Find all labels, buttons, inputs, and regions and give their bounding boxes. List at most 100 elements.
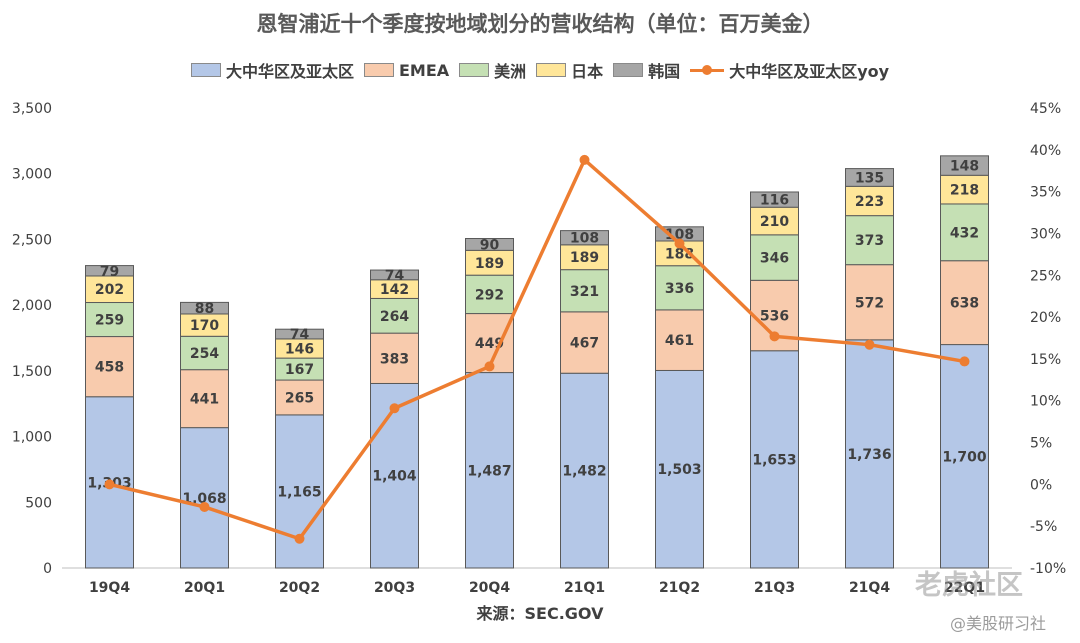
bar-data-label: 638 — [950, 296, 979, 312]
bar-segment — [940, 155, 989, 176]
legend-label: 大中华区及亚太区yoy — [729, 62, 890, 81]
y-right-tick-label: -10% — [1030, 561, 1066, 577]
bar-segment — [560, 244, 609, 271]
bar-data-label: 116 — [760, 193, 789, 209]
bar-segment — [750, 234, 799, 281]
y-right-tick-label: 15% — [1030, 352, 1061, 368]
bar-segment — [750, 350, 799, 569]
y-left-tick-label: 2,500 — [12, 232, 52, 248]
y-right-tick-label: 10% — [1030, 394, 1061, 410]
watermark-logo-text: 老虎社区 — [915, 570, 1023, 601]
legend-label: 美洲 — [494, 62, 527, 81]
bar-data-label: 441 — [190, 392, 219, 408]
bar-data-label: 461 — [665, 333, 694, 349]
bar-segment — [845, 339, 894, 569]
yoy-point — [484, 361, 495, 372]
y-right-tick-label: 45% — [1030, 101, 1061, 117]
bar-data-label: 135 — [855, 170, 884, 186]
x-tick-label: 20Q4 — [469, 580, 510, 596]
bar-data-label: 373 — [855, 233, 884, 249]
bar-data-label: 223 — [855, 194, 884, 210]
bar-data-label: 265 — [285, 390, 314, 406]
bar-data-label: 1,487 — [467, 463, 511, 479]
bar-data-label: 167 — [285, 362, 314, 378]
legend-item-emea: EMEA — [363, 60, 450, 80]
bar-data-label: 218 — [950, 183, 979, 199]
bar-segment — [370, 297, 419, 334]
bar-segment — [845, 215, 894, 266]
yoy-point — [959, 356, 970, 367]
bar-segment — [85, 336, 134, 398]
bar-segment — [940, 344, 989, 569]
watermark-handle: @美股研习社 — [950, 614, 1047, 633]
bar-segment — [85, 302, 134, 338]
legend-item-americas: 美洲 — [459, 58, 526, 82]
bar-data-label: 79 — [100, 264, 119, 280]
x-tick-label: 21Q3 — [754, 580, 795, 596]
bar-data-label: 572 — [855, 295, 884, 311]
y-right-tick-label: -5% — [1030, 519, 1057, 535]
bar-segment — [560, 269, 609, 313]
bar-data-label: 1,700 — [942, 449, 987, 465]
x-tick-label: 20Q2 — [279, 580, 320, 596]
bar-data-label: 74 — [290, 327, 310, 343]
bar-data-label: 88 — [195, 301, 214, 317]
y-left-tick-label: 3,000 — [12, 167, 52, 183]
bar-segment — [465, 274, 514, 315]
x-tick-label: 20Q1 — [184, 580, 225, 596]
bar-segment — [655, 309, 704, 371]
y-right-tick-label: 30% — [1030, 226, 1061, 242]
bar-data-label: 259 — [95, 313, 124, 329]
legend-line-marker — [690, 63, 725, 77]
bar-segment — [655, 265, 704, 311]
legend-label: 大中华区及亚太区 — [225, 62, 354, 81]
bar-segment — [370, 382, 419, 569]
bar-segment — [940, 203, 989, 262]
y-right-tick-label: 40% — [1030, 143, 1061, 159]
chart-title: 恩智浦近十个季度按地域划分的营收结构（单位：百万美金） — [256, 12, 824, 36]
legend-label: 日本 — [571, 62, 604, 81]
bar-segment — [465, 238, 514, 251]
bar-segment — [180, 427, 229, 569]
bar-data-label: 254 — [190, 346, 219, 362]
bar-data-label: 458 — [95, 360, 124, 376]
bar-segment — [465, 372, 514, 569]
legend-swatch — [613, 63, 644, 77]
bar-data-label: 467 — [570, 336, 599, 352]
bar-data-label: 1,165 — [277, 484, 321, 500]
bar-segment — [750, 206, 799, 236]
bar-data-label: 170 — [190, 318, 219, 334]
legend-swatch — [459, 63, 490, 77]
yoy-point — [104, 479, 115, 490]
legend-label: EMEA — [398, 60, 450, 80]
bar-data-label: 1,736 — [847, 447, 891, 463]
bar-data-label: 1,482 — [562, 464, 606, 480]
bar-segment — [370, 269, 419, 281]
yoy-point — [674, 238, 685, 249]
y-right-tick-label: 35% — [1030, 185, 1061, 201]
chart-legend: 大中华区及亚太区 EMEA 美洲 日本 韩国 大中华区及亚太区yoy — [0, 58, 1080, 82]
bar-data-label: 210 — [760, 214, 789, 230]
x-tick-label: 19Q4 — [89, 580, 130, 596]
bar-data-label: 189 — [475, 256, 504, 272]
yoy-point — [389, 403, 400, 414]
y-left-tick-label: 1,500 — [12, 364, 52, 380]
yoy-point — [579, 154, 590, 165]
x-tick-label: 22Q1 — [944, 580, 985, 596]
bar-segment — [275, 379, 324, 416]
legend-swatch — [363, 63, 394, 77]
bar-segment — [560, 230, 609, 246]
bar-segment — [940, 260, 989, 346]
bar-segment — [180, 335, 229, 371]
bar-data-label: 74 — [385, 268, 405, 284]
legend-swatch — [190, 63, 221, 77]
yoy-point — [769, 331, 780, 342]
bar-data-label: 202 — [95, 282, 124, 298]
bar-segment — [180, 301, 229, 315]
bar-data-label: 90 — [480, 237, 500, 253]
y-right-tick-label: 25% — [1030, 268, 1061, 284]
y-right-tick-label: 5% — [1030, 436, 1052, 452]
x-tick-label: 21Q4 — [849, 580, 890, 596]
bar-segment — [465, 249, 514, 276]
